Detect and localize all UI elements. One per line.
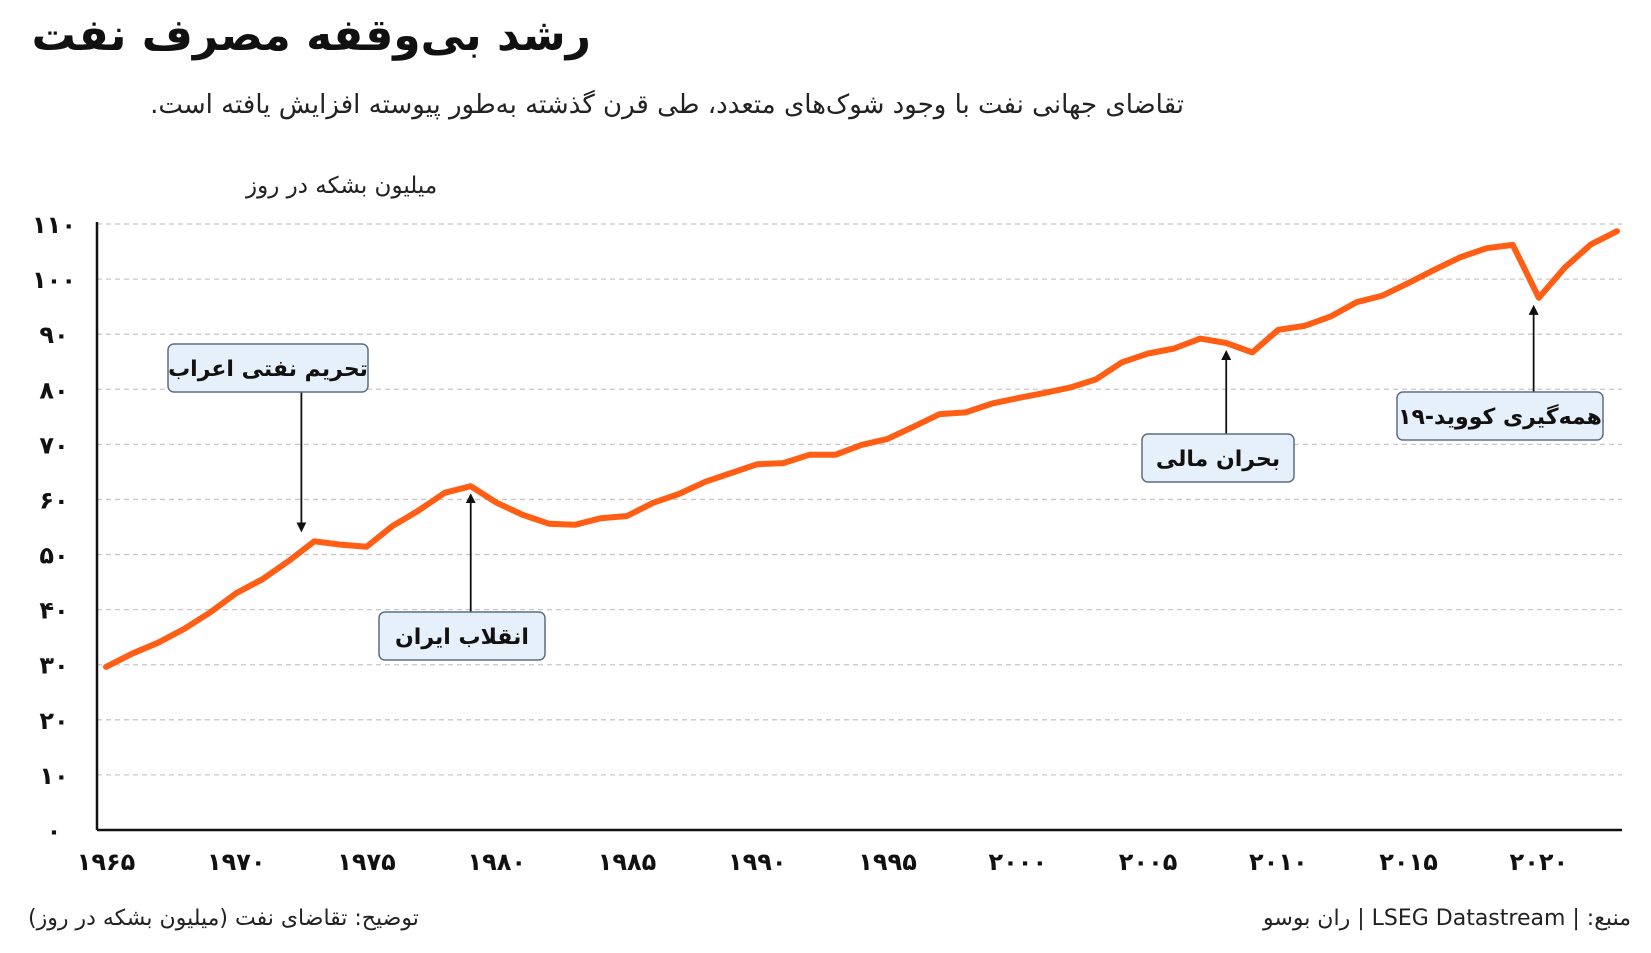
annotation-label: همه‌گیری کووید-۱۹	[1398, 403, 1602, 430]
y-tick-label: ۶۰	[39, 486, 68, 514]
y-tick-label: ۱۰۰	[32, 266, 76, 294]
annotation-label: تحریم نفتی اعراب	[168, 357, 368, 382]
x-tick-label: ۱۹۹۵	[858, 848, 917, 876]
x-tick-label: ۱۹۶۵	[77, 848, 136, 876]
y-tick-label: ۷۰	[39, 431, 68, 459]
annotation-box	[1141, 433, 1295, 483]
annotation-label: انقلاب ایران	[395, 625, 529, 650]
gridlines	[97, 223, 1622, 776]
annotations: تحریم نفتی اعراب انقلاب ایران بحران مالی هم…	[167, 304, 1604, 661]
annotation-callout: انقلاب ایران	[378, 493, 546, 661]
y-tick-label: ۲۰	[39, 707, 68, 735]
annotation-callout: تحریم نفتی اعراب	[167, 343, 369, 533]
axes	[95, 222, 1622, 832]
y-tick-label: ۸۰	[39, 376, 68, 404]
y-tick-label: ۵۰	[39, 542, 68, 570]
y-tick-label: ۳۰	[39, 652, 68, 680]
oil-demand-line-chart: ۰ ۱۰ ۲۰ ۳۰ ۴۰ ۵۰ ۶۰ ۷۰ ۸۰ ۹۰ ۱۰۰ ۱۱۰ ۱۹۶۵ ۱۹۷۰ ۱۹۷۵ ۱۹۸…	[32, 173, 1622, 876]
x-tick-label: ۲۰۰۰	[989, 848, 1048, 876]
y-tick-label: ۴۰	[39, 597, 68, 625]
annotation-callout: بحران مالی	[1141, 349, 1295, 483]
data-series	[103, 228, 1620, 670]
x-tick-label: ۲۰۲۰	[1510, 848, 1569, 876]
annotation-box	[1396, 391, 1604, 441]
footer-note: توضیح: تقاضای نفت (میلیون بشکه در روز)	[28, 906, 419, 931]
footer-source: منبع: | LSEG Datastream | ران بوسو	[1263, 906, 1631, 931]
x-tick-label: ۱۹۸۰	[467, 848, 526, 876]
x-tick-label: ۲۰۰۵	[1119, 848, 1178, 876]
annotation-callout: همه‌گیری کووید-۱۹	[1396, 304, 1604, 441]
demand-line	[103, 228, 1620, 670]
x-tick-label: ۲۰۱۰	[1249, 848, 1308, 876]
chart-subtitle: تقاضای جهانی نفت با وجود شوک‌های متعدد، …	[150, 90, 1184, 120]
annotation-label: بحران مالی	[1156, 447, 1280, 472]
x-tick-label: ۱۹۹۰	[728, 848, 787, 876]
x-tick-label: ۱۹۷۵	[337, 848, 396, 876]
y-axis-label: میلیون بشکه در روز	[245, 173, 437, 199]
annotation-box	[167, 343, 369, 393]
y-tick-label: ۹۰	[39, 321, 68, 349]
x-tick-label: ۱۹۷۰	[207, 848, 266, 876]
tick-labels: ۰ ۱۰ ۲۰ ۳۰ ۴۰ ۵۰ ۶۰ ۷۰ ۸۰ ۹۰ ۱۰۰ ۱۱۰ ۱۹۶۵ ۱۹۷۰ ۱۹۷۵ ۱۹۸…	[32, 211, 1568, 876]
chart-title: رشد بی‌وقفه مصرف نفت	[31, 10, 591, 61]
x-tick-label: ۲۰۱۵	[1379, 848, 1438, 876]
y-tick-label: ۰	[47, 817, 62, 845]
x-tick-label: ۱۹۸۵	[598, 848, 657, 876]
y-tick-label: ۱۱۰	[32, 211, 76, 239]
annotation-box	[378, 611, 546, 661]
y-tick-label: ۱۰	[39, 762, 68, 790]
